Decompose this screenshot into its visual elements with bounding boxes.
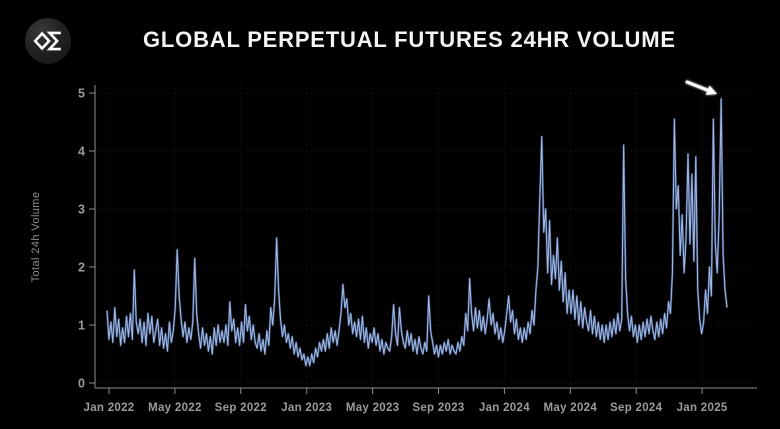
arrow-shaft [685, 80, 710, 92]
sigma-diamond-icon [33, 31, 61, 51]
tick-labels: 0 1 2 3 4 5 Jan 2022 May 2022 Sep 2022 Jan 2023 Ma… [78, 87, 728, 415]
axes [89, 85, 757, 394]
y-tick-label: 5 [78, 87, 85, 101]
arrow-head [705, 85, 717, 95]
y-tick-label: 1 [78, 319, 85, 333]
velo-logo [25, 18, 71, 64]
x-tick-label: Jan 2022 [84, 402, 135, 414]
y-tick-label: 3 [78, 203, 85, 217]
y-tick-label: 2 [78, 261, 85, 275]
volume-series [105, 97, 729, 367]
x-tick-label: May 2022 [148, 402, 202, 414]
y-tick-label: 4 [78, 145, 85, 159]
x-tick-label: Jan 2023 [281, 402, 332, 414]
page-title: GLOBAL PERPETUAL FUTURES 24HR VOLUME [143, 27, 676, 52]
x-tick-label: May 2023 [346, 402, 400, 414]
x-tick-label: Jan 2024 [479, 402, 530, 414]
y-tick-label: 0 [78, 377, 85, 391]
arrow-glyph [685, 80, 717, 95]
series-line [106, 98, 728, 367]
peak-arrow-annotation [685, 80, 717, 95]
x-tick-label: Jan 2025 [677, 402, 728, 414]
series-line-underlay [105, 97, 729, 367]
x-tick-label: Sep 2022 [215, 402, 267, 414]
x-tick-label: Sep 2024 [610, 402, 663, 414]
x-tick-label: Sep 2023 [412, 402, 464, 414]
x-tick-label: May 2024 [544, 402, 598, 414]
